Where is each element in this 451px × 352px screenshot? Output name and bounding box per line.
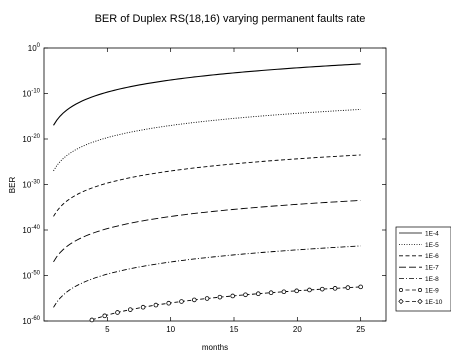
series-point <box>153 302 159 308</box>
legend-marker <box>418 288 422 292</box>
series-point <box>191 297 197 303</box>
series-point <box>127 307 133 312</box>
plot-area <box>43 47 387 322</box>
series-point <box>140 304 146 310</box>
series-line <box>53 108 361 172</box>
series-point <box>332 286 338 291</box>
x-tick-label: 20 <box>293 325 302 334</box>
series-point <box>268 290 274 296</box>
series-point <box>204 296 210 301</box>
legend-label: 1E-4 <box>425 230 439 237</box>
y-axis-ticks: 100 10-10 10-20 10-30 10-40 10-50 10-60 <box>22 43 386 326</box>
legend-marker <box>398 298 404 305</box>
series-line <box>53 199 361 263</box>
series-point <box>230 293 235 299</box>
x-axis-ticks: 5 10 15 20 25 <box>105 48 366 334</box>
series-point <box>89 317 95 323</box>
series-point <box>255 291 261 297</box>
x-axis-label: months <box>202 343 228 352</box>
y-tick-label: 10-20 <box>22 134 40 144</box>
series-point <box>358 284 363 290</box>
legend-label: 1E-9 <box>425 287 439 294</box>
series-point <box>102 313 107 319</box>
legend-label: 1E-6 <box>425 253 439 260</box>
series-point <box>281 289 287 295</box>
legend-label: 1E-8 <box>425 276 439 283</box>
x-tick-label: 15 <box>230 325 239 334</box>
series-point <box>319 286 325 292</box>
series-line <box>91 286 361 321</box>
series-line <box>53 154 361 217</box>
y-tick-label: 10-60 <box>22 316 40 326</box>
legend-label: 1E-10 <box>425 299 443 306</box>
series-line <box>53 245 361 308</box>
y-tick-label: 10-10 <box>22 89 40 99</box>
x-tick-label: 10 <box>166 325 175 334</box>
chart-title: BER of Duplex RS(18,16) varying permanen… <box>95 13 366 25</box>
series-point <box>217 294 223 300</box>
legend-box <box>395 226 451 312</box>
legend-marker <box>417 298 423 305</box>
series-point <box>294 288 299 294</box>
series-point <box>115 310 120 315</box>
y-tick-label: 10-50 <box>22 271 40 281</box>
y-tick-label: 10-40 <box>22 225 40 235</box>
series-line <box>53 63 361 126</box>
legend-marker <box>399 288 403 292</box>
legend-label: 1E-5 <box>425 242 439 249</box>
y-axis-label: BER <box>8 177 17 194</box>
series-point <box>166 300 171 306</box>
series-point <box>243 292 248 298</box>
legend-label: 1E-7 <box>425 265 439 272</box>
legend: 1E-4 1E-5 1E-6 1E-7 1E-8 1E-9 1E-10 <box>395 226 451 312</box>
series-point <box>179 299 184 304</box>
x-tick-label: 25 <box>356 325 365 334</box>
series-point <box>307 287 312 293</box>
x-tick-label: 5 <box>105 325 110 334</box>
y-tick-label: 10-30 <box>22 180 40 190</box>
y-tick-label: 100 <box>28 43 41 53</box>
series-point <box>345 285 351 290</box>
series-layer <box>53 63 363 323</box>
